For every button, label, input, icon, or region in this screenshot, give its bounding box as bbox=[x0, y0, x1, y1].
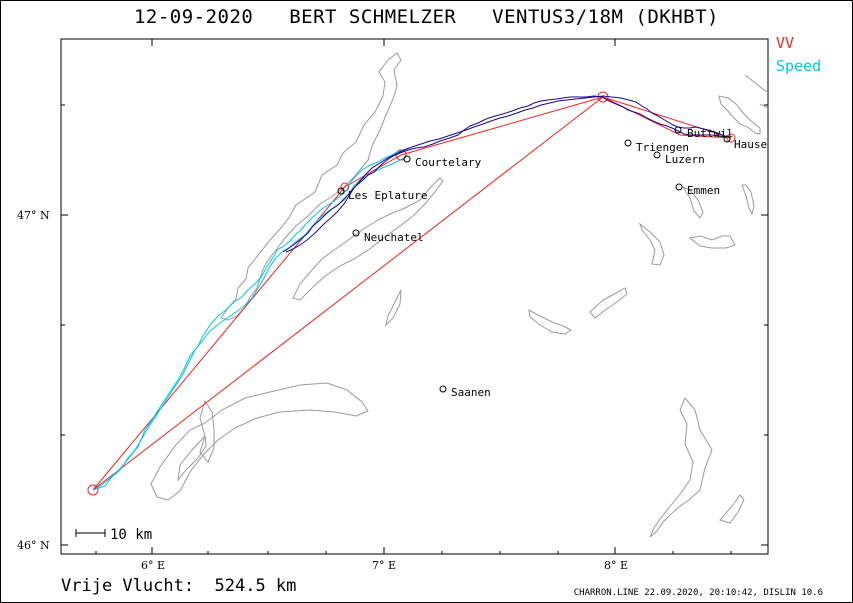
terrain-contours bbox=[150, 52, 769, 538]
map-frame bbox=[60, 38, 769, 555]
y-tick-46n: 46° N bbox=[17, 539, 50, 552]
place-label-hause: Hause bbox=[734, 138, 767, 151]
x-tick-6e: 6° E bbox=[141, 559, 165, 572]
place-label-luzern: Luzern bbox=[665, 153, 705, 166]
como-lake-contour bbox=[719, 494, 745, 524]
jura-ridge-contour bbox=[220, 52, 402, 321]
place-marker-triengen bbox=[624, 139, 632, 147]
distance-summary: Vrije Vlucht: 524.5 km bbox=[61, 576, 297, 596]
y-tick-47n: 47° N bbox=[17, 209, 50, 222]
place-marker-les-eplature bbox=[337, 187, 345, 195]
east-edge-contour bbox=[759, 103, 769, 109]
lucerne-east-contour bbox=[688, 235, 736, 249]
speed-track bbox=[92, 147, 410, 491]
x-tick-8e: 8° E bbox=[604, 559, 628, 572]
lake-geneva-contour bbox=[150, 382, 369, 501]
flight-track bbox=[282, 95, 728, 253]
turnpoint-start-marker bbox=[87, 484, 99, 496]
neuchatel-lake-contour bbox=[292, 177, 444, 301]
place-markers bbox=[337, 126, 731, 393]
zurich-lake-contour bbox=[718, 95, 761, 135]
place-marker-neuchatel bbox=[352, 229, 360, 237]
murten-lake-contour bbox=[385, 289, 402, 327]
greifen-lake-contour bbox=[744, 74, 769, 93]
flight-title: 12-09-2020 BERT SCHMELZER VENTUS3/18M (D… bbox=[133, 6, 719, 28]
place-marker-hause bbox=[723, 135, 731, 143]
place-label-neuchatel: Neuchatel bbox=[364, 231, 424, 244]
turnpoint-marker-4 bbox=[726, 133, 736, 143]
flight-track-return bbox=[285, 95, 728, 253]
lucerne-lake-contour bbox=[638, 222, 665, 266]
place-label-courtelary: Courtelary bbox=[415, 156, 482, 169]
place-label-les-eplature: Les Eplature bbox=[348, 189, 427, 202]
scale-bar-label: 10 km bbox=[110, 527, 152, 543]
place-marker-courtelary bbox=[403, 155, 411, 163]
brienz-lake-contour bbox=[589, 287, 628, 319]
lake-geneva-west-contour bbox=[177, 434, 207, 482]
walen-lake-contour bbox=[741, 184, 755, 216]
place-marker-buttwil bbox=[674, 126, 682, 134]
thun-lake-contour bbox=[528, 309, 572, 335]
place-label-emmen: Emmen bbox=[687, 184, 720, 197]
legend-speed: Speed bbox=[776, 57, 822, 75]
place-label-saanen: Saanen bbox=[451, 386, 491, 399]
place-marker-emmen bbox=[675, 183, 683, 191]
credits-line: CHARRON.LINE 22.09.2020, 20:10:42, DISLI… bbox=[573, 588, 823, 598]
scale-bar bbox=[75, 529, 106, 537]
place-marker-saanen bbox=[439, 385, 447, 393]
ticino-lake-contour bbox=[649, 397, 713, 538]
place-marker-luzern bbox=[653, 151, 661, 159]
place-label-triengen: Triengen bbox=[636, 141, 689, 154]
speed-track-2 bbox=[95, 157, 405, 490]
place-label-buttwil: Buttwil bbox=[687, 127, 733, 140]
zug-lake-contour bbox=[681, 185, 704, 219]
route-polyline bbox=[92, 96, 732, 491]
turnpoint-marker-1 bbox=[340, 182, 350, 192]
lake-geneva-north-contour bbox=[199, 399, 215, 463]
legend-vv: VV bbox=[776, 34, 795, 52]
axis-ticks bbox=[61, 39, 768, 554]
x-tick-7e: 7° E bbox=[372, 559, 396, 572]
